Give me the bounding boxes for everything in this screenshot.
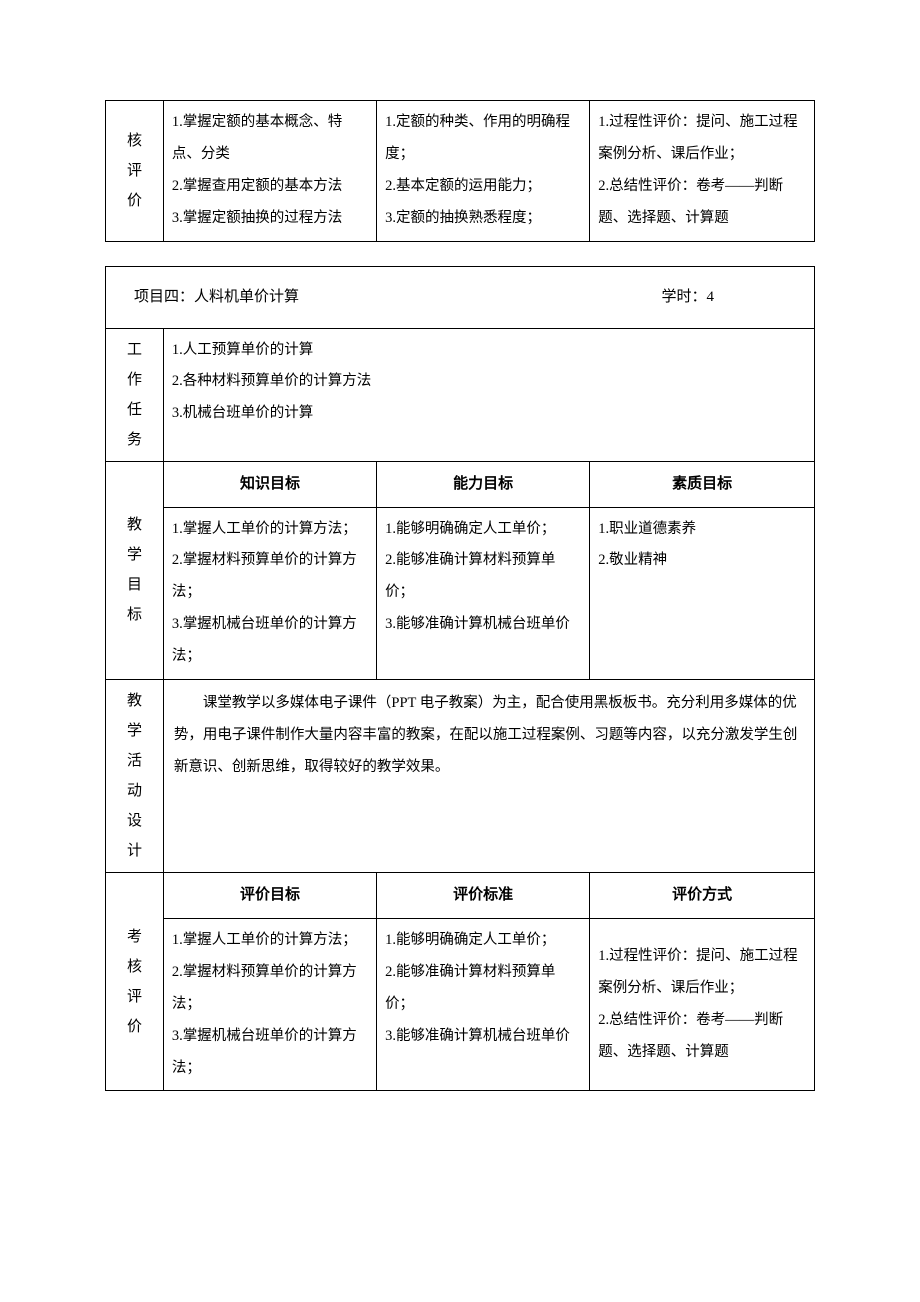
header-knowledge-goal: 知识目标: [163, 461, 376, 507]
table-top-fragment: 核 评 价 1.掌握定额的基本概念、特点、分类 2.掌握查用定额的基本方法 3.…: [105, 100, 815, 242]
header-eval-standard: 评价标准: [377, 873, 590, 919]
cell-method: 1.过程性评价：提问、施工过程案例分析、课后作业； 2.总结性评价：卷考——判断…: [590, 101, 815, 242]
document-page: 核 评 价 1.掌握定额的基本概念、特点、分类 2.掌握查用定额的基本方法 3.…: [0, 0, 920, 1151]
table-row-goals-header: 教 学 目 标 知识目标 能力目标 素质目标: [106, 461, 815, 507]
row-label-tasks: 工 作 任 务: [106, 328, 164, 461]
table-row-eval-body: 1.掌握人工单价的计算方法； 2.掌握材料预算单价的计算方法； 3.掌握机械台班…: [106, 919, 815, 1091]
row-label-activity: 教 学 活 动 设 计: [106, 680, 164, 873]
row-label-goals: 教 学 目 标: [106, 461, 164, 679]
table-row-eval-header: 考 核 评 价 评价目标 评价标准 评价方式: [106, 873, 815, 919]
cell-knowledge-goal: 1.掌握人工单价的计算方法； 2.掌握材料预算单价的计算方法； 3.掌握机械台班…: [163, 507, 376, 679]
row-label-assessment: 核 评 价: [106, 101, 164, 242]
header-quality-goal: 素质目标: [590, 461, 815, 507]
project-hours: 学时：4: [661, 281, 804, 314]
cell-ability: 1.定额的种类、作用的明确程度； 2.基本定额的运用能力； 3.定额的抽换熟悉程…: [377, 101, 590, 242]
cell-eval-goal: 1.掌握人工单价的计算方法； 2.掌握材料预算单价的计算方法； 3.掌握机械台班…: [163, 919, 376, 1091]
table-project-four: 项目四：人料机单价计算 学时：4 工 作 任 务 1.人工预算单价的计算 2.各…: [105, 266, 815, 1092]
project-title: 项目四：人料机单价计算: [116, 281, 299, 314]
row-label-eval: 考 核 评 价: [106, 873, 164, 1091]
header-eval-method: 评价方式: [590, 873, 815, 919]
project-title-cell: 项目四：人料机单价计算 学时：4: [106, 266, 815, 328]
cell-eval-standard: 1.能够明确确定人工单价； 2.能够准确计算材料预算单价； 3.能够准确计算机械…: [377, 919, 590, 1091]
cell-ability-goal: 1.能够明确确定人工单价； 2.能够准确计算材料预算单价； 3.能够准确计算机械…: [377, 507, 590, 679]
header-eval-goal: 评价目标: [163, 873, 376, 919]
table-row-activity: 教 学 活 动 设 计 课堂教学以多媒体电子课件（PPT 电子教案）为主，配合使…: [106, 680, 815, 873]
cell-activity-content: 课堂教学以多媒体电子课件（PPT 电子教案）为主，配合使用黑板板书。充分利用多媒…: [163, 680, 814, 873]
header-ability-goal: 能力目标: [377, 461, 590, 507]
cell-eval-method: 1.过程性评价：提问、施工过程案例分析、课后作业； 2.总结性评价：卷考——判断…: [590, 919, 815, 1091]
cell-tasks-content: 1.人工预算单价的计算 2.各种材料预算单价的计算方法 3.机械台班单价的计算: [163, 328, 814, 461]
table-row-goals-body: 1.掌握人工单价的计算方法； 2.掌握材料预算单价的计算方法； 3.掌握机械台班…: [106, 507, 815, 679]
table-row-title: 项目四：人料机单价计算 学时：4: [106, 266, 815, 328]
cell-knowledge: 1.掌握定额的基本概念、特点、分类 2.掌握查用定额的基本方法 3.掌握定额抽换…: [163, 101, 376, 242]
table-row: 核 评 价 1.掌握定额的基本概念、特点、分类 2.掌握查用定额的基本方法 3.…: [106, 101, 815, 242]
cell-quality-goal: 1.职业道德素养 2.敬业精神: [590, 507, 815, 679]
table-row-tasks: 工 作 任 务 1.人工预算单价的计算 2.各种材料预算单价的计算方法 3.机械…: [106, 328, 815, 461]
